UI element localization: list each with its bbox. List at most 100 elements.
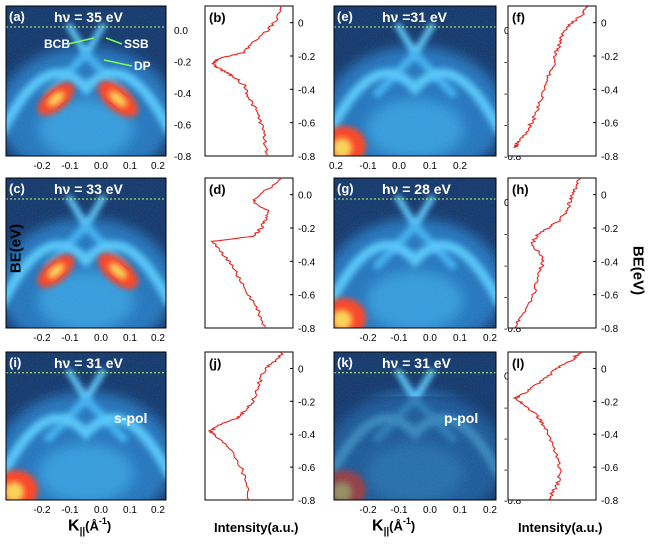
k-subscript: || [79,526,86,538]
arpes-panel-k: (k)hν = 31 eV-0.2-0.10.00.10.20.0-0.2-0.… [333,351,522,516]
x-tick-label: -0.1 [390,505,408,516]
panel-title: hν =31 eV [382,9,448,25]
x-tick-label: 0.0 [392,161,406,172]
y-tick-label: -0.2 [298,397,316,408]
panel-letter: (g) [337,181,354,196]
noise-overlay [334,178,496,328]
x-tick-label: 0.2 [151,333,165,344]
y-tick-label: -0.4 [601,85,619,96]
panel-letter: (d) [209,182,226,197]
panel-frame [204,177,294,329]
panel-letter: (b) [209,10,226,25]
annotation-ssb: SSB [124,37,149,51]
annotation-dp: DP [134,59,151,73]
panel-frame [5,177,167,329]
panel-title: hν = 31 eV [54,355,124,371]
annotation-bcb: BCB [44,37,70,51]
arpes-panel-e: (e)hν =31 eV0.2-0.10.00.10.20.0-0.2-0.4-… [329,5,522,172]
y-tick-label: -0.8 [601,152,619,163]
heatmap-content [6,352,166,500]
x-tick-label: -0.1 [61,161,79,172]
noise-overlay [334,6,496,156]
panel-letter: (e) [337,9,353,24]
noise-overlay [334,352,496,500]
x-tick-label: -0.1 [359,161,377,172]
y-tick-label: -0.8 [601,496,619,507]
x-tick-label: -0.2 [33,333,51,344]
x-tick-label: 0.2 [453,161,467,172]
panel-frame [204,351,294,501]
k-unit-open: (Å [85,518,99,534]
y-tick-label: -0.8 [504,496,522,507]
x-tick-label: 0.1 [453,505,467,516]
annotation-arrow [105,37,123,45]
panel-letter: (l) [512,356,524,371]
k-unit-close: ) [410,518,416,534]
edc-curve [513,5,589,149]
y-tick-label: -0.6 [298,463,316,474]
panel-letter: (i) [9,355,21,370]
panel-title: hν = 33 eV [54,181,124,197]
heatmap-content [334,178,496,328]
panel-frame [333,177,497,329]
k-subscript: || [383,526,390,538]
y-tick-label: -0.8 [504,324,522,335]
k-unit-close: ) [106,518,112,534]
edc-panel-f: (f) 0 -0.2 -0.4 -0.6 -0.8 [507,5,619,163]
edc-panel-b: (b) 0 -0.2 -0.4 -0.6 -0.8 [204,5,316,163]
y-tick-label: 0 [298,364,304,375]
edc-panel-l: (l) 0 -0.2 -0.4 -0.6 -0.8 [507,351,619,507]
panel-title: hν = 35 eV [54,9,124,25]
panel-title: hν = 31 eV [382,355,452,371]
y-tick-label: -0.8 [298,152,316,163]
y-tick-label: -0.4 [174,89,192,100]
x-tick-label: -0.2 [359,505,377,516]
edc-curve [512,351,582,501]
x-tick-label: 0.0 [423,505,437,516]
k-unit-open: (Å [389,518,403,534]
panel-title: hν = 28 eV [382,181,452,197]
arpes-panel-c: (c) hν = 33 eV -0.2 -0.1 0.0 0.1 0.2 [5,177,167,344]
y-tick-label: 0.0 [174,26,188,37]
y-tick-label: -0.2 [601,52,619,63]
heatmap-content [334,352,496,500]
x-tick-label: 0.1 [123,161,137,172]
x-tick-label: 0.0 [423,333,437,344]
be-axis-label-left: BE(eV) [7,223,25,274]
y-tick-label: -0.8 [174,152,192,163]
y-tick-label: -0.4 [298,257,316,268]
panel-letter: (k) [337,355,353,370]
x-tick-label: 0.1 [453,333,467,344]
x-tick-label: -0.2 [33,505,51,516]
y-tick-label: -0.8 [504,152,522,163]
arpes-panel-a: (a) hν = 35 eV -0.2 -0.1 0.0 0.1 0.2 0.0 -0.2 -0.… [5,5,192,172]
annotation-s-pol: s-pol [114,410,147,426]
x-tick-label: 0.1 [123,505,137,516]
y-tick-label: -0.2 [601,397,619,408]
x-tick-label: 0.2 [329,161,343,172]
edc-curve [513,177,581,329]
edc-panel-j: (j) 0 -0.2 -0.4 -0.6 -0.8 [204,351,316,507]
edc-curve [211,5,282,157]
edc-panel-d: (d) 0.0 -0.2 -0.4 -0.6 -0.8 [204,177,316,335]
annotation-p-pol: p-pol [444,410,478,426]
y-tick-label: -0.6 [298,119,316,130]
y-tick-label: -0.8 [298,496,316,507]
noise-overlay [6,352,166,500]
k-axis-label-right: K||(Å-1) [372,516,415,538]
y-tick-label: -0.4 [298,430,316,441]
y-tick-label: -0.4 [298,85,316,96]
panel-frame [507,177,597,329]
annotation-arrow [67,37,95,45]
y-tick-label: -0.2 [298,52,316,63]
k-unit-exp: -1 [98,516,107,526]
intensity-label-right: Intensity(a.u.) [518,520,603,535]
y-tick-label: -0.2 [174,58,192,69]
arpes-panel-i: (i) hν = 31 eV -0.2 -0.1 0.0 0.1 0.2 s-pol [5,351,167,516]
y-tick-label: -0.6 [298,291,316,302]
y-tick-label: 0 [601,19,607,30]
y-tick-label: -0.6 [601,119,619,130]
y-tick-label: 0.0 [298,191,312,202]
x-tick-label: -0.1 [61,505,79,516]
heatmap-content [6,6,166,156]
